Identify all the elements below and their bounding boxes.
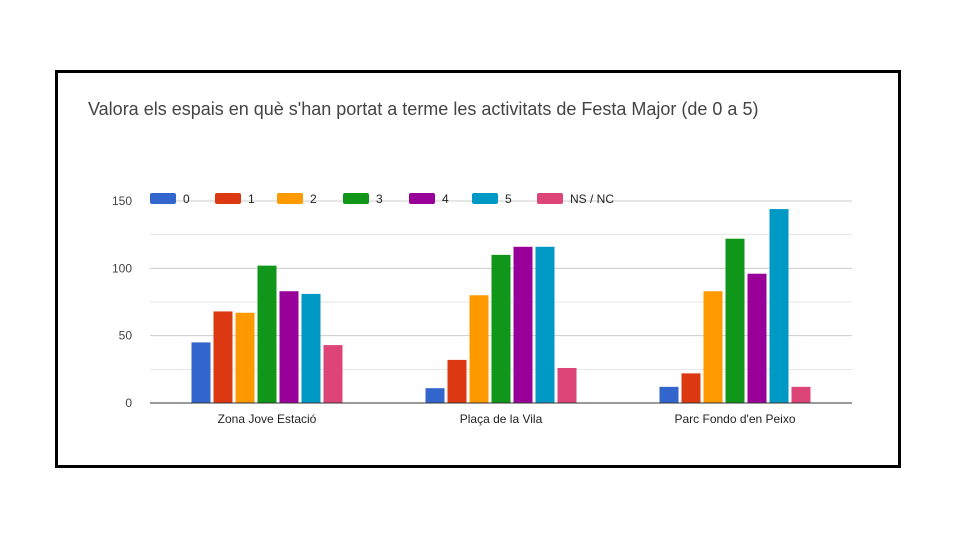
- bar: [791, 386, 811, 403]
- bar: [469, 295, 489, 403]
- y-tick-label: 0: [125, 396, 132, 410]
- x-tick-label: Zona Jove Estació: [218, 412, 317, 426]
- bar: [447, 359, 467, 403]
- bar: [301, 293, 321, 403]
- bar: [769, 209, 789, 403]
- bar: [191, 342, 211, 403]
- legend-swatch: [537, 193, 563, 204]
- bar: [703, 291, 723, 403]
- legend-swatch: [215, 193, 241, 204]
- x-tick-label: Plaça de la Vila: [460, 412, 543, 426]
- legend-label: 2: [310, 192, 317, 206]
- bar: [725, 238, 745, 403]
- legend-label: 3: [376, 192, 383, 206]
- legend-swatch: [472, 193, 498, 204]
- bar: [681, 373, 701, 403]
- bar: [323, 345, 343, 403]
- bar: [491, 254, 511, 403]
- legend-swatch: [409, 193, 435, 204]
- bar: [557, 367, 577, 403]
- bar: [513, 246, 533, 403]
- legend-swatch: [150, 193, 176, 204]
- bar: [235, 312, 255, 403]
- legend-label: 1: [248, 192, 255, 206]
- bar: [279, 291, 299, 403]
- legend-label: 4: [442, 192, 449, 206]
- chart-title: Valora els espais en què s'han portat a …: [88, 99, 759, 119]
- bar: [747, 273, 767, 403]
- y-tick-label: 100: [112, 261, 132, 275]
- legend-label: 5: [505, 192, 512, 206]
- bar: [659, 386, 679, 403]
- bar: [213, 311, 233, 403]
- legend-label: 0: [183, 192, 190, 206]
- legend-swatch: [343, 193, 369, 204]
- y-tick-label: 50: [119, 329, 133, 343]
- y-tick-label: 150: [112, 194, 132, 208]
- legend-label: NS / NC: [570, 192, 614, 206]
- bar: [257, 265, 277, 403]
- x-tick-label: Parc Fondo d'en Peixo: [674, 412, 795, 426]
- bar: [425, 388, 445, 403]
- bar: [535, 246, 555, 403]
- legend-swatch: [277, 193, 303, 204]
